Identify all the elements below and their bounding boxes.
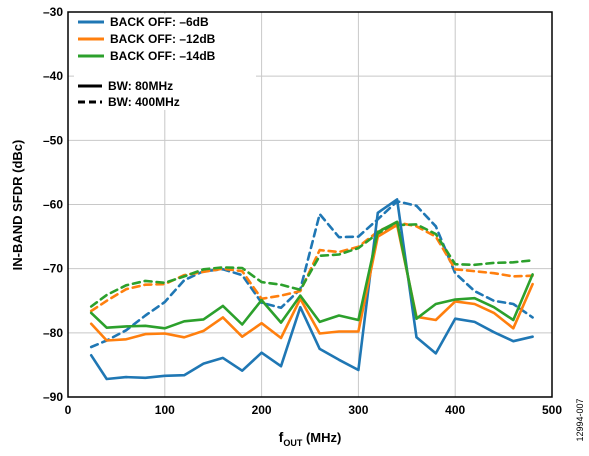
- x-axis-title-unit: (MHz): [302, 430, 341, 445]
- y-tick-label: –50: [43, 133, 63, 147]
- series-line-bw400-6db: [89, 200, 534, 349]
- legend-label-backoff-12db: BACK OFF: –12dB: [110, 32, 216, 46]
- legend-label-bw-80mhz: BW: 80MHz: [108, 79, 173, 93]
- x-tick-labels: 0 100 200 300 400 500: [65, 403, 563, 417]
- legend: BACK OFF: –6dB BACK OFF: –12dB BACK OFF:…: [74, 14, 256, 110]
- series-line-bw400-14db: [89, 223, 534, 308]
- series-line-bw80-12db: [89, 223, 534, 342]
- y-tick-label: –40: [43, 69, 63, 83]
- legend-label-backoff-14db: BACK OFF: –14dB: [110, 49, 216, 63]
- y-tick-label: –60: [43, 198, 63, 212]
- x-tick-label: 200: [252, 403, 272, 417]
- series-line-bw80-6db: [89, 198, 534, 381]
- x-tick-label: 500: [542, 403, 562, 417]
- series-line-bw80-14db: [89, 220, 534, 330]
- series-layer: [89, 198, 534, 381]
- x-tick-label: 100: [155, 403, 175, 417]
- y-tick-label: –30: [43, 5, 63, 19]
- plot-frame: [67, 11, 553, 398]
- legend-label-backoff-6db: BACK OFF: –6dB: [110, 15, 209, 29]
- x-tick-label: 300: [348, 403, 368, 417]
- x-axis-title-main: f: [279, 429, 284, 445]
- y-tick-label: –80: [43, 326, 63, 340]
- y-tick-label: –70: [43, 262, 63, 276]
- y-axis-title: IN-BAND SFDR (dBc): [10, 140, 25, 271]
- x-axis-title-subscript: OUT: [283, 438, 303, 448]
- y-tick-label: –90: [43, 390, 63, 404]
- x-tick-label: 400: [445, 403, 465, 417]
- legend-background: [74, 14, 256, 110]
- x-axis-title: fOUT (MHz): [279, 429, 342, 448]
- figure-id: 12994-007: [575, 398, 585, 441]
- x-tick-label: 0: [65, 403, 72, 417]
- y-tick-labels: –90 –80 –70 –60 –50 –40 –30: [43, 5, 63, 404]
- legend-label-bw-400mhz: BW: 400MHz: [108, 95, 180, 109]
